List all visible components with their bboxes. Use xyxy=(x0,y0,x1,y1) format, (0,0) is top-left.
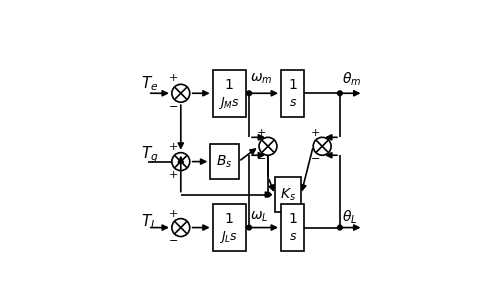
Bar xyxy=(275,177,301,212)
Text: $J_L s$: $J_L s$ xyxy=(219,229,239,245)
Text: $s$: $s$ xyxy=(288,230,297,244)
Text: +: + xyxy=(169,142,178,152)
Text: $\theta_m$: $\theta_m$ xyxy=(342,70,361,88)
Circle shape xyxy=(266,192,270,197)
Text: 1: 1 xyxy=(225,212,234,226)
Text: −: − xyxy=(311,154,320,164)
Circle shape xyxy=(338,91,342,95)
Bar xyxy=(281,70,305,117)
Circle shape xyxy=(338,225,342,230)
Text: $T_L$: $T_L$ xyxy=(141,212,157,231)
Text: $s$: $s$ xyxy=(288,96,297,109)
Text: $T_e$: $T_e$ xyxy=(141,74,158,93)
Circle shape xyxy=(247,225,251,230)
Bar xyxy=(281,204,305,251)
Text: $\theta_L$: $\theta_L$ xyxy=(342,208,357,226)
Text: $T_g$: $T_g$ xyxy=(141,144,158,165)
Circle shape xyxy=(247,91,251,95)
Text: +: + xyxy=(169,209,178,219)
Text: −: − xyxy=(256,154,266,164)
Text: $B_s$: $B_s$ xyxy=(216,153,233,170)
Text: $\omega_L$: $\omega_L$ xyxy=(250,210,269,224)
Text: −: − xyxy=(169,103,178,112)
Text: $K_s$: $K_s$ xyxy=(280,186,296,203)
Text: +: + xyxy=(169,73,178,83)
Text: $J_M s$: $J_M s$ xyxy=(218,95,240,111)
Text: $\omega_m$: $\omega_m$ xyxy=(250,72,273,86)
Bar xyxy=(210,144,239,179)
Text: +: + xyxy=(311,128,320,138)
Text: 1: 1 xyxy=(288,212,297,226)
Text: +: + xyxy=(169,170,178,180)
Text: +: + xyxy=(256,128,266,138)
Bar xyxy=(212,204,246,251)
Text: −: − xyxy=(169,236,178,246)
Text: 1: 1 xyxy=(225,78,234,92)
Bar xyxy=(212,70,246,117)
Text: 1: 1 xyxy=(288,78,297,92)
